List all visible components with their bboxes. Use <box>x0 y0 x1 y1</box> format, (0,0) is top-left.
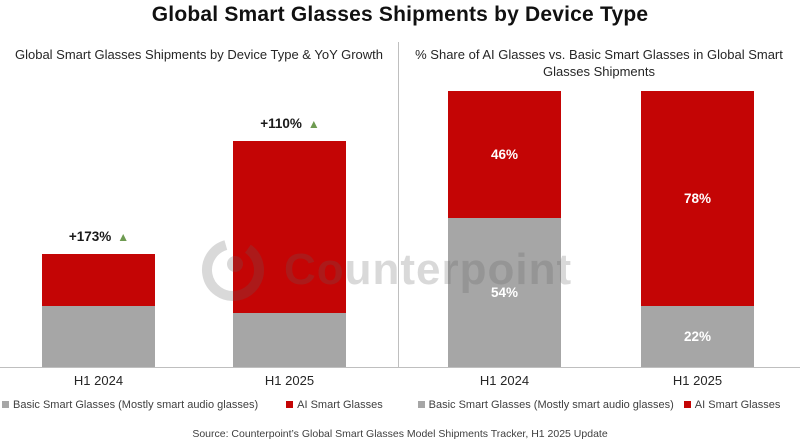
legend-right: Basic Smart Glasses (Mostly smart audio … <box>400 397 798 412</box>
legend-label-basic: Basic Smart Glasses (Mostly smart audio … <box>13 398 259 411</box>
page-title: Global Smart Glasses Shipments by Device… <box>151 3 649 26</box>
segment-basic-smart-glasses <box>233 313 346 367</box>
segment-ai-smart-glasses <box>233 141 346 313</box>
segment-basic-smart-glasses <box>42 306 155 367</box>
growth-value: +173% <box>68 229 112 244</box>
legend-label-basic: Basic Smart Glasses (Mostly smart audio … <box>428 398 674 411</box>
category-label-left-h1-2024: H1 2024 <box>73 373 124 388</box>
legend-item-basic: Basic Smart Glasses (Mostly smart audio … <box>417 398 674 411</box>
legend-item-basic: Basic Smart Glasses (Mostly smart audio … <box>2 399 258 411</box>
legend-label-ai: AI Smart Glasses <box>694 398 781 411</box>
segment-basic-smart-glasses: 22% <box>641 306 754 367</box>
bar-shipments-h1-2024 <box>42 254 155 367</box>
segment-ai-smart-glasses: 46% <box>448 91 561 218</box>
segment-label: 22% <box>683 329 712 344</box>
category-label-left-h1-2025: H1 2025 <box>264 373 315 388</box>
bar-shipments-h1-2025 <box>233 141 346 367</box>
segment-label: 54% <box>490 285 519 300</box>
bar-share-h1-2025: 22% 78% <box>641 91 754 367</box>
basic-legend-swatch-icon <box>2 401 9 408</box>
legend-label-ai: AI Smart Glasses <box>297 398 383 411</box>
right-chart-title: % Share of AI Glasses vs. Basic Smart Gl… <box>415 47 783 79</box>
up-triangle-icon: ▲ <box>307 117 320 131</box>
bar-share-h1-2024: 54% 46% <box>448 91 561 367</box>
category-label-right-h1-2025: H1 2025 <box>672 373 723 388</box>
growth-value: +110% <box>260 116 302 131</box>
panel-divider <box>398 42 399 367</box>
legend-left: Basic Smart Glasses (Mostly smart audio … <box>2 397 396 412</box>
legend-item-ai: AI Smart Glasses <box>683 398 781 411</box>
segment-ai-smart-glasses <box>42 254 155 306</box>
segment-label: 46% <box>490 147 519 162</box>
legend-item-ai: AI Smart Glasses <box>286 399 383 411</box>
segment-label: 78% <box>683 191 712 206</box>
source-note: Source: Counterpoint’s Global Smart Glas… <box>192 428 608 440</box>
segment-basic-smart-glasses: 54% <box>448 218 561 367</box>
segment-ai-smart-glasses: 78% <box>641 91 754 306</box>
ai-legend-swatch-icon <box>683 401 691 408</box>
x-axis-line <box>0 367 800 368</box>
basic-legend-swatch-icon <box>417 401 425 408</box>
up-triangle-icon: ▲ <box>117 230 130 244</box>
ai-legend-swatch-icon <box>286 401 294 408</box>
growth-label-h1-2024: +173% ▲ <box>29 229 169 244</box>
category-label-right-h1-2024: H1 2024 <box>479 373 530 388</box>
growth-label-h1-2025: +110% ▲ <box>220 116 360 131</box>
left-chart-title: Global Smart Glasses Shipments by Device… <box>14 47 384 62</box>
